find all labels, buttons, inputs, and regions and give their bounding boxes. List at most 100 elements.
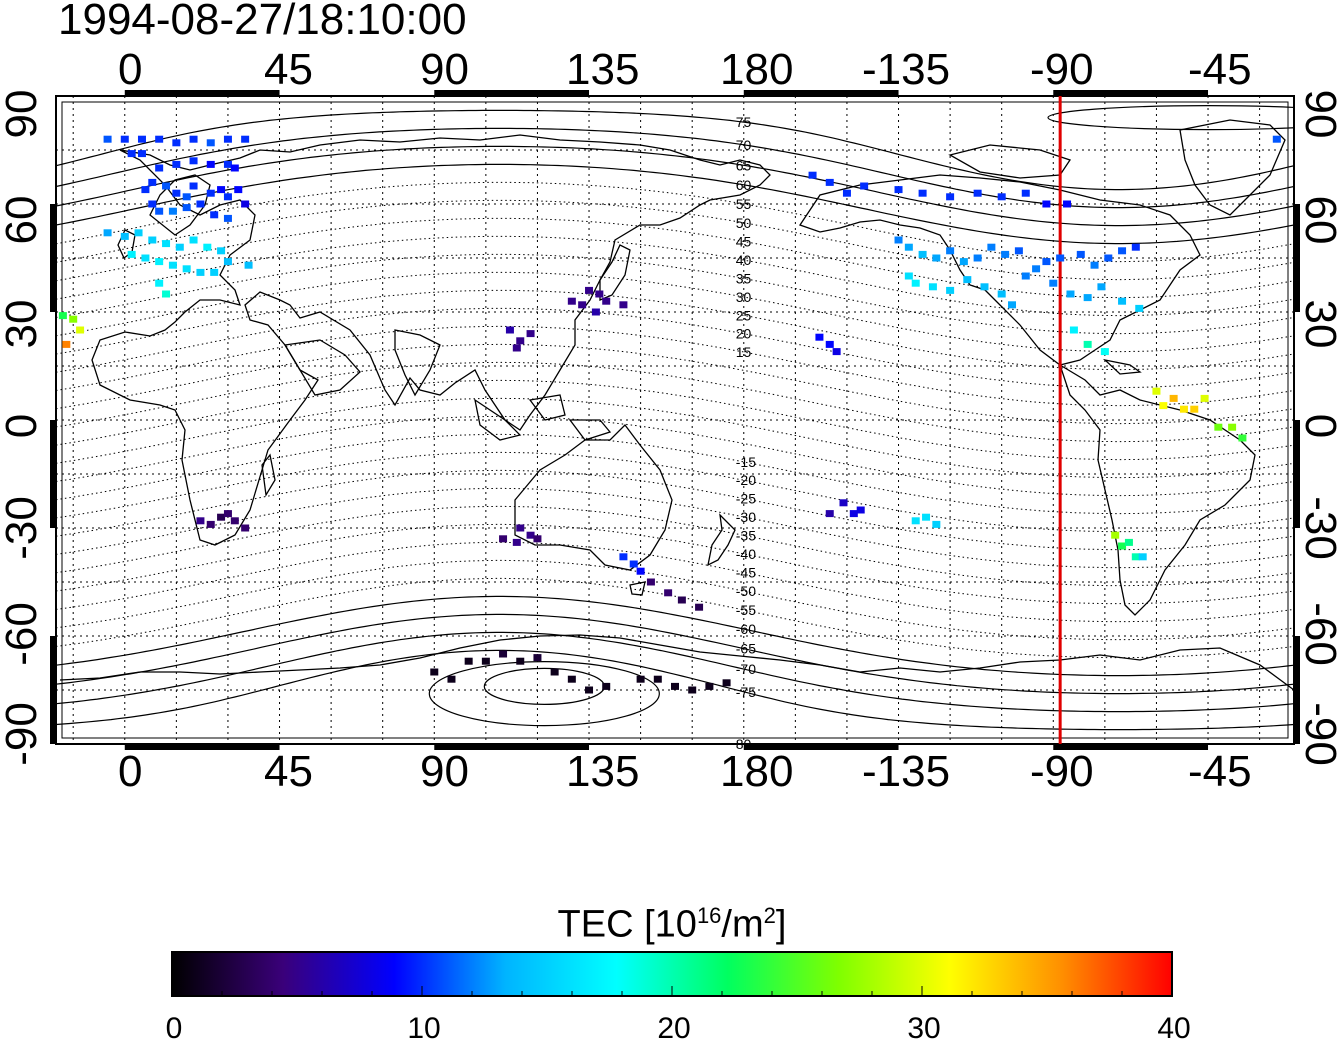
magnetic-latitude-label: -30 [736,509,756,525]
tec-data-point [1124,538,1133,546]
tec-data-point [911,279,920,287]
tec-data-point [1200,394,1209,402]
tec-data-point [206,160,215,168]
tec-data-point [585,686,594,694]
tec-data-point [196,268,205,276]
magnetic-latitude-contour [56,487,1294,569]
tec-data-point [585,286,594,294]
tec-data-point [148,200,157,208]
tec-data-point [946,286,955,294]
tec-data-point [997,193,1006,201]
tec-data-point [1066,290,1075,298]
tec-data-point [223,135,232,143]
magnetic-latitude-contours [56,105,1294,731]
tec-data-point [230,517,239,525]
colorbar-tick-marks [171,986,1173,996]
tec-data-point [206,139,215,147]
tec-data-point [567,675,576,683]
tec-data-point [1049,279,1058,287]
top-axis-band [1053,90,1209,96]
tec-data-point [922,513,931,521]
magnetic-latitude-contour [56,595,1294,677]
tec-data-point [842,189,851,197]
tec-data-point [168,207,177,215]
tec-data-point [932,520,941,528]
tec-data-point [1135,304,1144,312]
north-magnetic-pole-ring [1047,105,1294,131]
tec-data-point [1131,553,1140,561]
tec-data-point [973,189,982,197]
tec-data-point [567,297,576,305]
tec-data-point [932,254,941,262]
magnetic-latitude-contour [56,613,1294,695]
tec-data-point [1001,250,1010,258]
tec-data-point [578,301,587,309]
tec-data-point [1179,405,1188,413]
tec-data-point [997,290,1006,298]
tec-data-point [1042,200,1051,208]
tec-data-point [1159,402,1168,410]
tec-data-point [1021,272,1030,280]
tec-data-point [210,268,219,276]
magnetic-latitude-contour [56,649,1294,731]
tec-data-point [911,517,920,525]
magnetic-latitude-label: -45 [736,564,756,580]
tec-data-point [155,135,164,143]
tec-data-point [210,211,219,219]
magnetic-latitude-label: 30 [736,289,752,305]
tec-data-point [223,258,232,266]
tec-data-point [808,171,817,179]
magnetic-latitude-labels: 80 75 70 65 60 55 50 45 40 35 30 25 20 15 -15 -20 -25 -30… [736,114,756,752]
tec-data-point [1190,405,1199,413]
top-tick-7: -45 [1188,45,1252,94]
magnetic-latitude-label: -25 [736,491,756,507]
magnetic-latitude-label: 35 [736,271,752,287]
magnetic-latitude-contour [56,109,1294,191]
top-tick-2: 90 [420,45,469,94]
top-axis-band [743,90,899,96]
tec-data-point [172,189,181,197]
tec-data-point [1097,283,1106,291]
tec-data-point [134,229,143,237]
bottom-tick-4: 180 [720,747,794,796]
magnetic-latitude-label: 20 [736,326,752,342]
tec-data-point [244,261,253,269]
magnetic-latitude-label: -35 [736,527,756,543]
bottom-tick-1: 45 [264,747,313,796]
top-tick-1: 45 [264,45,313,94]
tec-data-point [987,243,996,251]
tec-data-point [217,186,226,194]
tec-data-point [155,279,164,287]
tec-data-point [973,254,982,262]
colorbar-title: TEC [1016/m2] [557,903,787,946]
tec-data-point [839,499,848,507]
colorbar-tick-20: 20 [657,1012,691,1045]
tec-data-point [217,247,226,255]
magnetic-latitude-label: -75 [736,684,756,700]
tec-data-point [516,337,525,345]
tec-data-point [516,524,525,532]
magnetic-latitude-label: 45 [736,233,752,249]
bottom-axis-band [124,744,280,750]
tec-data-point [148,178,157,186]
tec-data-point [182,193,191,201]
magnetic-latitude-label: 70 [736,137,752,153]
tec-data-point [533,535,542,543]
tec-data-point [1131,243,1140,251]
tec-data-point [62,340,71,348]
magnetic-latitude-contour [56,541,1294,623]
tec-data-point [155,207,164,215]
magnetic-latitude-contour [56,505,1294,587]
tec-data-point [189,236,198,244]
right-axis-band [1294,204,1300,312]
tec-data-point [58,312,67,320]
tec-data-point [168,261,177,269]
tec-data-point [1238,434,1247,442]
magnetic-latitude-label: -50 [736,583,756,599]
tec-data-point [671,682,679,690]
tec-data-point [223,214,232,222]
tec-data-point [1083,294,1092,302]
tec-data-point [856,506,865,514]
tec-data-point [162,182,171,190]
tec-data-point [1111,531,1120,539]
